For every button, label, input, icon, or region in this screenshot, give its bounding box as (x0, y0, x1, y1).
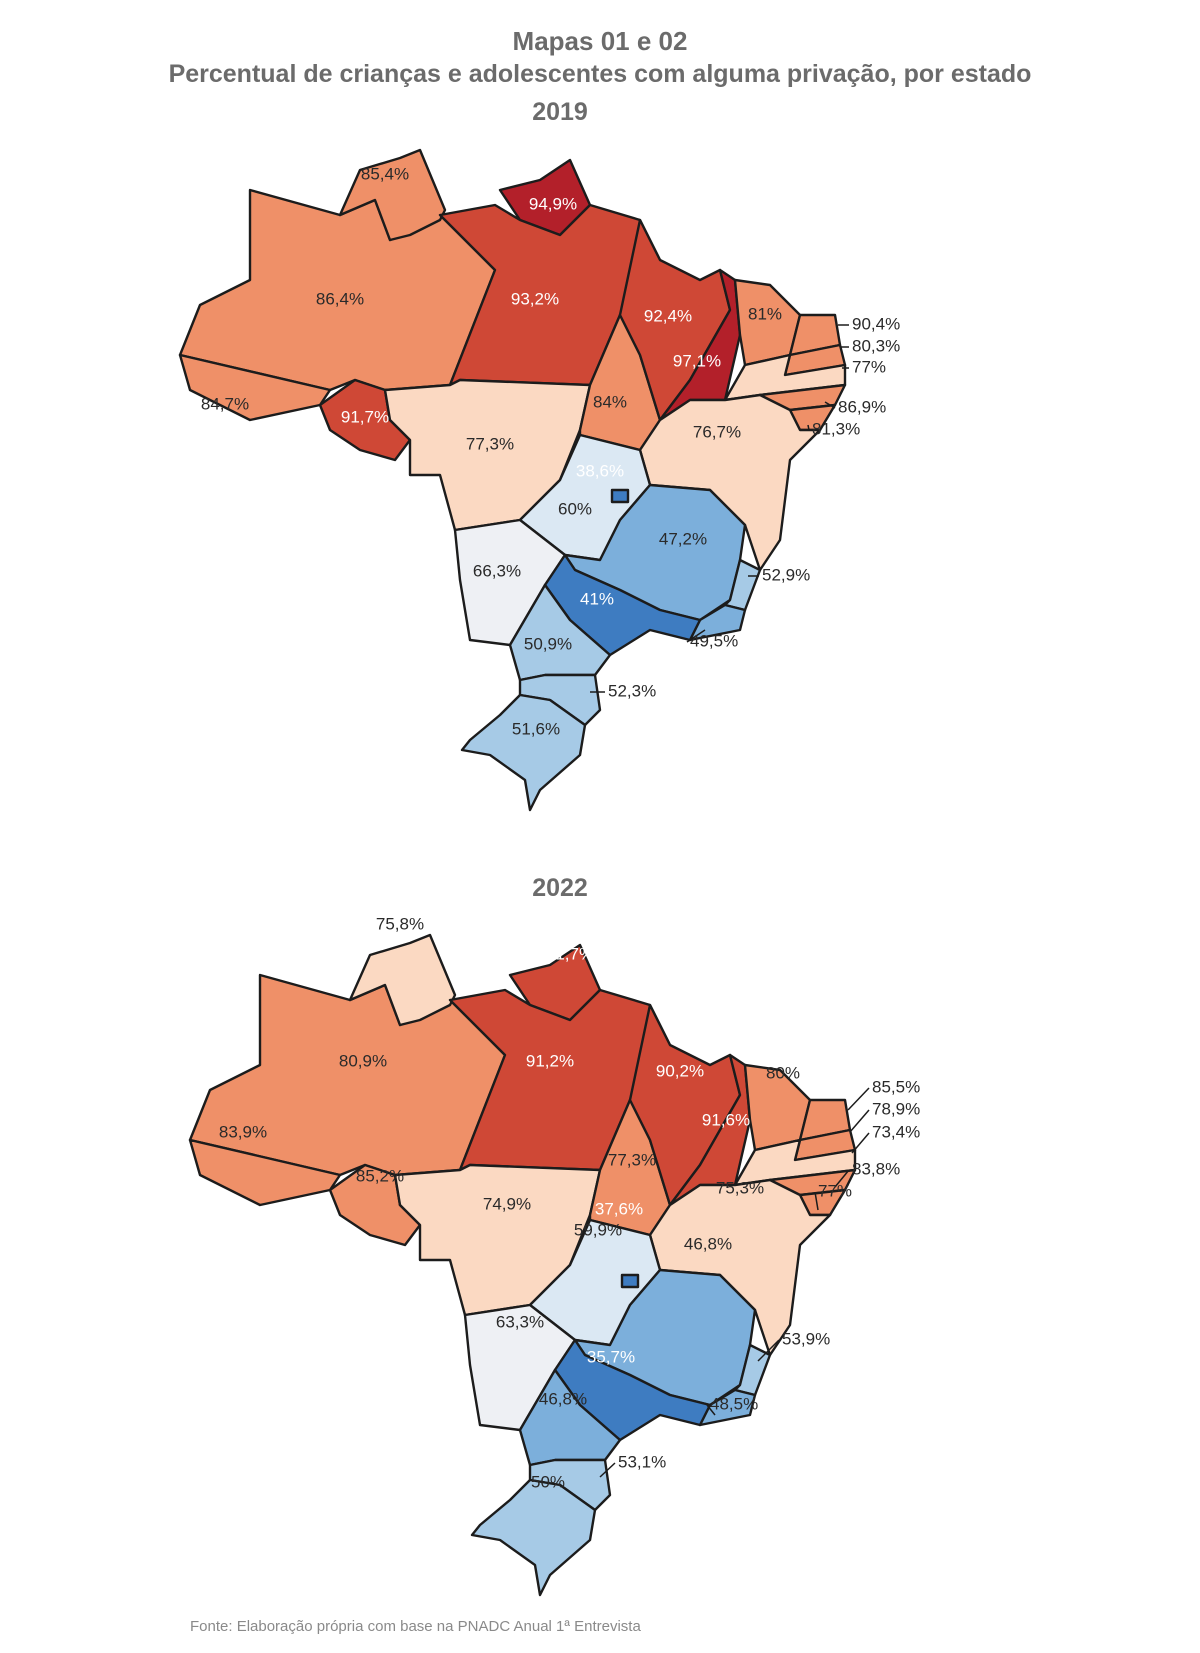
map-geometry: 86,4% 85,4% 94,9% 93,2% 84,7% 91,7% 77,3% 84% 92… (178, 148, 900, 812)
label-ba: 75,3% (716, 1178, 764, 1197)
label-pe: 77% (852, 357, 886, 376)
map-2022: 80,9% 75,8% 91,7% 91,2% 83,9% 85,2% 74,9% 77,3%… (188, 914, 920, 1597)
label-mg: 47,2% (659, 529, 707, 548)
label-sc: 52,3% (608, 681, 656, 700)
label-pr: 50,9% (524, 634, 572, 653)
state-df (620, 1273, 640, 1289)
label-pa: 91,2% (526, 1051, 574, 1070)
label-to: 77,3% (608, 1150, 656, 1169)
label-df: 38,6% (576, 461, 624, 480)
label-rj: 48,5% (710, 1394, 758, 1413)
label-am: 86,4% (316, 289, 364, 308)
chart-subtitle: Percentual de crianças e adolescentes co… (168, 60, 1032, 88)
label-pr: 46,8% (539, 1389, 587, 1408)
label-pb: 78,9% (872, 1099, 920, 1118)
label-ro: 91,7% (341, 407, 389, 426)
label-mt: 74,9% (483, 1194, 531, 1213)
leader-line-pe (851, 1132, 870, 1154)
label-ap: 94,9% (529, 194, 577, 213)
label-rs: 51,6% (512, 719, 560, 738)
label-ms: 66,3% (473, 561, 521, 580)
label-pi: 97,1% (673, 351, 721, 370)
label-rr: 85,4% (361, 164, 409, 183)
label-sp: 41% (580, 589, 614, 608)
label-es: 53,9% (782, 1329, 830, 1348)
label-al: 83,8% (852, 1159, 900, 1178)
states-2019 (178, 148, 847, 812)
state-ac (188, 1138, 342, 1207)
map-2019: 86,4% 85,4% 94,9% 93,2% 84,7% 91,7% 77,3% 84% 92… (178, 148, 900, 812)
label-mt: 77,3% (466, 434, 514, 453)
label-rj: 49,5% (690, 631, 738, 650)
label-go: 59,9% (574, 1220, 622, 1239)
label-es: 52,9% (762, 565, 810, 584)
label-to: 84% (593, 392, 627, 411)
leader-line-es (757, 1339, 780, 1362)
label-sc: 53,1% (618, 1452, 666, 1471)
map-geometry: 80,9% 75,8% 91,7% 91,2% 83,9% 85,2% 74,9% 77,3%… (188, 914, 920, 1597)
map-2022-year: 2022 (532, 874, 588, 902)
label-ma: 90,2% (656, 1061, 704, 1080)
label-am: 80,9% (339, 1051, 387, 1070)
label-pi: 91,6% (702, 1110, 750, 1129)
source-note: Fonte: Elaboração própria com base na PN… (190, 1618, 641, 1635)
label-ac: 83,9% (219, 1122, 267, 1141)
label-ms: 63,3% (496, 1312, 544, 1331)
label-rs: 50% (531, 1472, 565, 1491)
state-df (610, 488, 630, 504)
leader-line-rn (847, 1087, 870, 1111)
state-ac (178, 353, 332, 422)
label-sp: 35,7% (587, 1347, 635, 1366)
leader-line-se (814, 1191, 819, 1211)
label-ac: 84,7% (201, 394, 249, 413)
leader-line-rj (706, 1404, 716, 1416)
leader-line-pb (849, 1109, 870, 1133)
label-ap: 91,7% (546, 944, 594, 963)
label-mg: 46,8% (684, 1234, 732, 1253)
leader-line-al (834, 1169, 850, 1188)
label-al: 86,9% (838, 397, 886, 416)
label-rr: 75,8% (376, 914, 424, 933)
label-rn: 85,5% (872, 1077, 920, 1096)
label-pa: 93,2% (511, 289, 559, 308)
state-rs (470, 1478, 597, 1597)
leader-line-rj (686, 629, 706, 643)
label-pb: 80,3% (852, 336, 900, 355)
label-pe: 73,4% (872, 1122, 920, 1141)
leader-line-se (807, 424, 810, 431)
map-2019-year: 2019 (532, 98, 588, 126)
label-ce: 80% (766, 1063, 800, 1082)
states-2022 (188, 933, 857, 1597)
label-se: 77% (818, 1181, 852, 1200)
label-ce: 81% (748, 304, 782, 323)
leader-line-sc (599, 1462, 616, 1478)
label-se: 81,3% (812, 419, 860, 438)
label-ma: 92,4% (644, 306, 692, 325)
chart-title: Mapas 01 e 02 (512, 26, 688, 56)
state-rs (460, 693, 587, 812)
label-ba: 76,7% (693, 422, 741, 441)
label-df: 37,6% (595, 1199, 643, 1218)
label-ro: 85,2% (356, 1166, 404, 1185)
label-rn: 90,4% (852, 314, 900, 333)
label-go: 60% (558, 499, 592, 518)
leader-line-al (824, 401, 836, 409)
